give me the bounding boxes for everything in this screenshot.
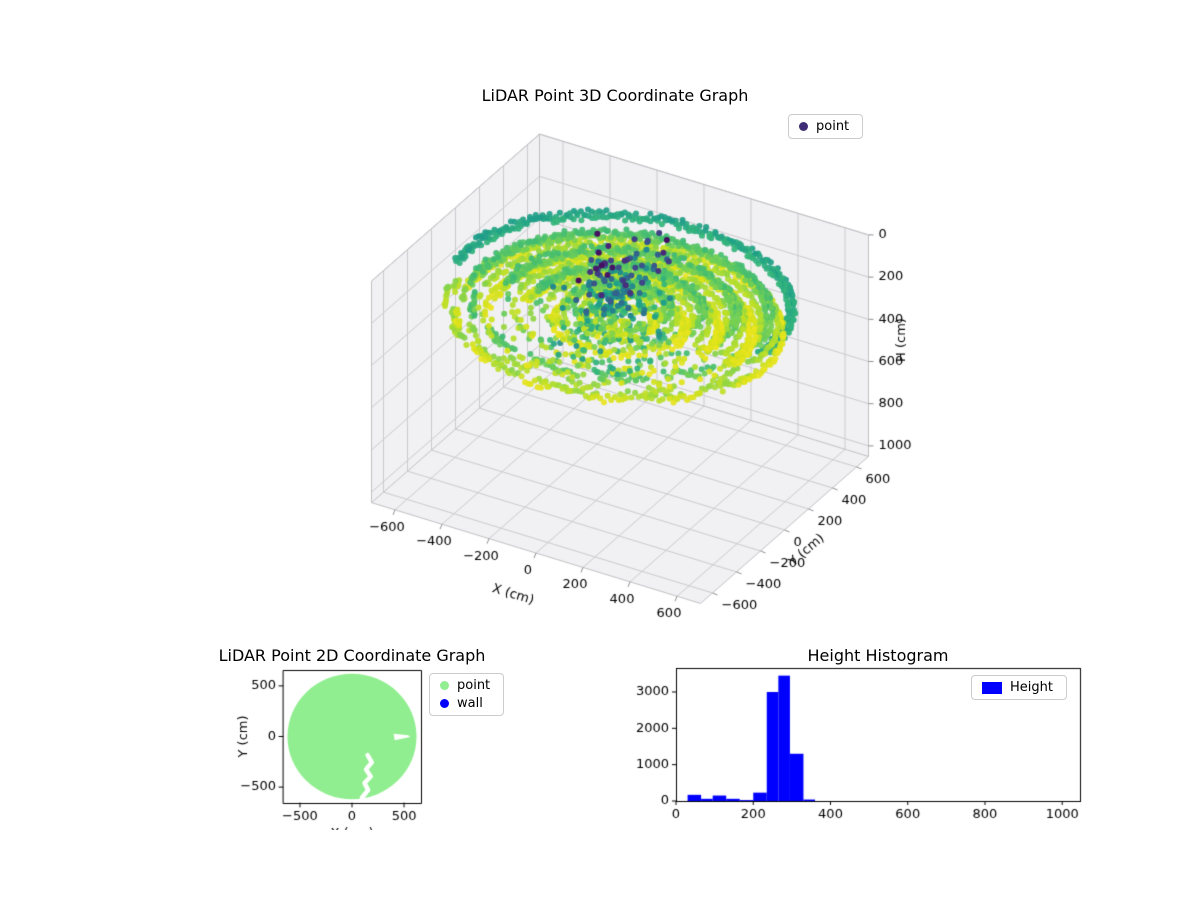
point-marker-icon: [440, 681, 449, 690]
wall-marker-icon: [440, 699, 449, 708]
height-legend-swatch-icon: [982, 681, 1002, 694]
scatter3d-canvas: [300, 100, 960, 660]
scatter2d-canvas: [230, 640, 530, 830]
legend-3d-point-label: point: [816, 119, 850, 134]
histogram-legend: Height: [971, 675, 1067, 700]
legend-height-label: Height: [1010, 680, 1053, 695]
legend-2d-wall-label: wall: [457, 696, 483, 711]
legend-entry-point: point: [440, 679, 490, 692]
legend-entry-wall: wall: [440, 697, 490, 710]
histogram-canvas: [620, 640, 1100, 830]
chart-2d-legend: point wall: [429, 673, 505, 716]
legend-2d-point-label: point: [457, 678, 491, 693]
point-marker-icon: [799, 122, 808, 131]
legend-entry-height: Height: [982, 681, 1053, 694]
chart-3d-legend: point: [788, 114, 864, 139]
legend-entry-point: point: [799, 120, 849, 133]
